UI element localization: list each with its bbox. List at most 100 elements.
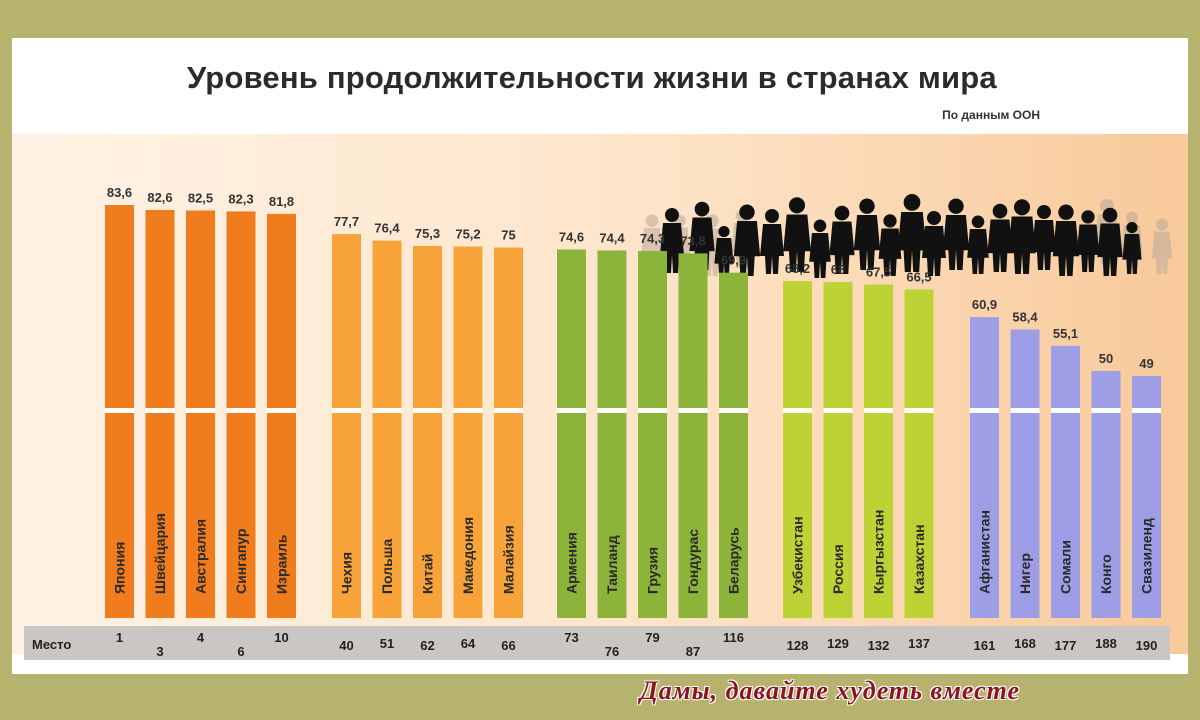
value-label: 75 — [501, 228, 515, 243]
bar-Китай — [413, 246, 442, 618]
rank-label: 190 — [1136, 638, 1158, 653]
rank-label: 79 — [645, 630, 659, 645]
rank-label: 116 — [723, 630, 744, 645]
country-label: Россия — [830, 544, 846, 594]
bar-separator — [145, 408, 175, 413]
bar-separator — [413, 408, 442, 413]
bar-Малайзия — [494, 247, 523, 618]
bar-Сомали — [1051, 345, 1080, 618]
value-label: 69,9 — [721, 253, 746, 268]
country-label: Свазиленд — [1139, 518, 1155, 594]
rank-label: 6 — [237, 644, 244, 659]
bar-separator — [823, 408, 853, 413]
bar-separator — [226, 408, 256, 413]
bar-separator — [678, 408, 708, 413]
bar-separator — [719, 408, 748, 413]
rank-label: 137 — [908, 636, 930, 651]
country-label: Япония — [112, 542, 128, 594]
rank-axis-label: Место — [32, 637, 71, 652]
value-label: 82,6 — [147, 190, 172, 205]
bar-separator — [597, 408, 627, 413]
rank-label: 76 — [605, 644, 619, 659]
rank-label: 73 — [564, 630, 578, 645]
rank-label: 51 — [380, 636, 394, 651]
bar-separator — [557, 408, 586, 413]
bar-separator — [1091, 408, 1121, 413]
rank-label: 177 — [1055, 638, 1077, 653]
value-label: 74,4 — [599, 230, 625, 245]
value-label: 60,9 — [972, 297, 997, 312]
watermark-text: Дамы, давайте худеть вместе — [640, 676, 1021, 705]
bar-separator — [970, 408, 999, 413]
country-label: Сингапур — [233, 529, 249, 594]
value-label: 77,7 — [334, 214, 359, 229]
country-label: Малайзия — [501, 525, 517, 594]
bar-separator — [904, 408, 934, 413]
value-label: 81,8 — [269, 194, 294, 209]
value-label: 74,3 — [640, 231, 665, 246]
value-label: 68 — [831, 262, 845, 277]
bar-Чехия — [332, 234, 361, 619]
country-label: Польша — [379, 539, 395, 594]
rank-label: 3 — [156, 644, 163, 659]
bar-separator — [864, 408, 893, 413]
rank-label: 62 — [420, 638, 434, 653]
rank-band — [24, 626, 1170, 660]
bar-Сингапур — [226, 211, 256, 619]
bar-separator — [638, 408, 667, 413]
bar-Афганистан — [970, 317, 999, 618]
country-label: Афганистан — [977, 510, 993, 594]
country-label: Австралия — [193, 519, 209, 594]
value-label: 50 — [1099, 351, 1113, 366]
bar-Таиланд — [597, 250, 627, 619]
value-label: 66,5 — [906, 269, 931, 284]
chart-panel: Уровень продолжительности жизни в страна… — [12, 38, 1188, 674]
bar-separator — [1132, 408, 1161, 413]
rank-label: 10 — [274, 630, 288, 645]
bar-separator — [267, 408, 296, 413]
country-label: Узбекистан — [790, 516, 806, 594]
bar-Армения — [557, 249, 586, 618]
rank-label: 168 — [1014, 636, 1036, 651]
country-label: Нигер — [1017, 553, 1033, 594]
value-label: 76,4 — [374, 221, 400, 236]
rank-label: 87 — [686, 644, 700, 659]
country-label: Кыргызстан — [871, 510, 887, 594]
chart-subtitle: По данным ООН — [942, 108, 1040, 122]
value-label: 49 — [1139, 356, 1153, 371]
bar-separator — [372, 408, 402, 413]
bar-separator — [494, 408, 523, 413]
country-label: Конго — [1098, 554, 1114, 594]
bar-Россия — [823, 282, 853, 618]
value-label: 83,6 — [107, 185, 132, 200]
bar-separator — [453, 408, 483, 413]
bar-Грузия — [638, 250, 667, 618]
bar-Македония — [453, 246, 483, 618]
rank-label: 132 — [868, 638, 890, 653]
bar-Узбекистан — [783, 281, 812, 618]
country-label: Армения — [564, 532, 580, 594]
value-label: 82,3 — [228, 191, 253, 206]
bar-Польша — [372, 240, 402, 619]
country-label: Китай — [420, 554, 436, 594]
country-label: Грузия — [645, 547, 661, 594]
value-label: 73,8 — [680, 233, 705, 248]
value-label: 75,2 — [455, 227, 480, 242]
rank-label: 4 — [197, 630, 205, 645]
value-label: 82,5 — [188, 190, 213, 205]
value-label: 58,4 — [1012, 310, 1038, 325]
country-label: Сомали — [1058, 540, 1074, 594]
country-label: Чехия — [339, 552, 355, 594]
rank-label: 188 — [1095, 636, 1117, 651]
rank-label: 161 — [974, 638, 996, 653]
country-label: Гондурас — [685, 529, 701, 594]
bar-Казахстан — [904, 289, 934, 618]
chart-title: Уровень продолжительности жизни в страна… — [187, 60, 997, 95]
value-label: 75,3 — [415, 226, 440, 241]
value-label: 67,5 — [866, 265, 891, 280]
rank-label: 128 — [787, 638, 809, 653]
bar-separator — [105, 408, 134, 413]
bar-Швейцария — [145, 209, 175, 618]
bar-Австралия — [186, 210, 215, 618]
rank-label: 1 — [116, 630, 123, 645]
